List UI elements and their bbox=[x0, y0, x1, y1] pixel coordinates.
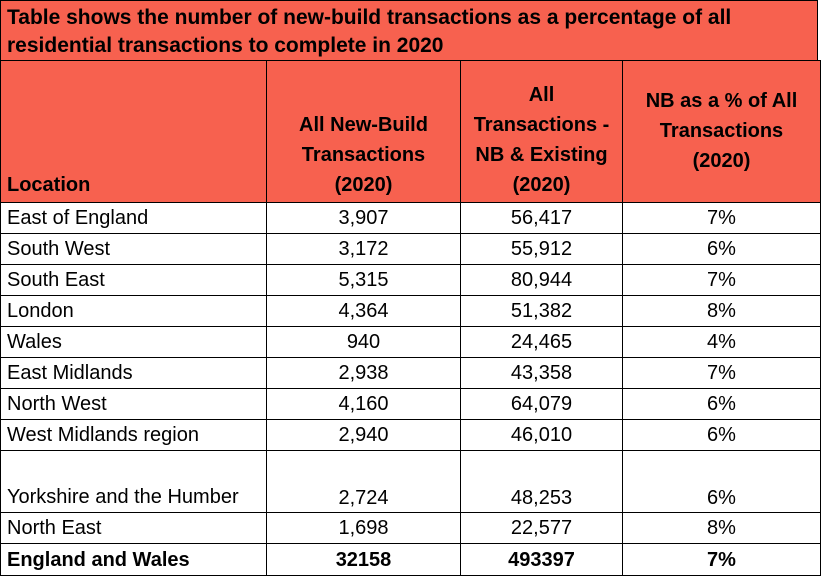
cell-nb-percent: 7% bbox=[622, 202, 821, 234]
cell-location: West Midlands region bbox=[0, 419, 267, 451]
table-row: Wales 940 24,465 4% bbox=[0, 326, 821, 358]
header-row: Location All New-Build Transactions (202… bbox=[0, 60, 821, 203]
cell-new-build: 1,698 bbox=[266, 512, 461, 544]
table-body: East of England 3,907 56,417 7% South West 3,… bbox=[0, 202, 821, 576]
cell-new-build: 2,940 bbox=[266, 419, 461, 451]
cell-nb-percent: 8% bbox=[622, 512, 821, 544]
cell-nb-percent: 6% bbox=[622, 419, 821, 451]
table-title: Table shows the number of new-build tran… bbox=[0, 0, 818, 60]
cell-nb-percent: 6% bbox=[622, 233, 821, 265]
cell-location: East of England bbox=[0, 202, 267, 234]
cell-location: South East bbox=[0, 264, 267, 296]
cell-all-transactions: 56,417 bbox=[460, 202, 623, 234]
cell-new-build: 2,938 bbox=[266, 357, 461, 389]
table-row: East Midlands 2,938 43,358 7% bbox=[0, 357, 821, 389]
table-row: East of England 3,907 56,417 7% bbox=[0, 202, 821, 234]
table-row: Yorkshire and the Humber 2,724 48,253 6% bbox=[0, 450, 821, 513]
cell-new-build: 3,172 bbox=[266, 233, 461, 265]
cell-nb-percent: 7% bbox=[622, 543, 821, 576]
cell-nb-percent: 7% bbox=[622, 264, 821, 296]
cell-location: England and Wales bbox=[0, 543, 267, 576]
cell-new-build: 32158 bbox=[266, 543, 461, 576]
table-row: South West 3,172 55,912 6% bbox=[0, 233, 821, 265]
header-location: Location bbox=[0, 60, 267, 203]
cell-all-transactions: 80,944 bbox=[460, 264, 623, 296]
cell-all-transactions: 24,465 bbox=[460, 326, 623, 358]
total-row: England and Wales 32158 493397 7% bbox=[0, 543, 821, 576]
header-nb-percent: NB as a % of All Transactions (2020) bbox=[622, 60, 821, 203]
cell-all-transactions: 51,382 bbox=[460, 295, 623, 327]
header-all-transactions: All Transactions - NB & Existing (2020) bbox=[460, 60, 623, 203]
cell-all-transactions: 48,253 bbox=[460, 450, 623, 513]
table-row: North East 1,698 22,577 8% bbox=[0, 512, 821, 544]
cell-all-transactions: 46,010 bbox=[460, 419, 623, 451]
cell-location: South West bbox=[0, 233, 267, 265]
transactions-table: Location All New-Build Transactions (202… bbox=[0, 60, 821, 576]
cell-location: Wales bbox=[0, 326, 267, 358]
table-row: London 4,364 51,382 8% bbox=[0, 295, 821, 327]
cell-nb-percent: 6% bbox=[622, 388, 821, 420]
cell-location: North East bbox=[0, 512, 267, 544]
cell-all-transactions: 22,577 bbox=[460, 512, 623, 544]
cell-all-transactions: 55,912 bbox=[460, 233, 623, 265]
cell-nb-percent: 7% bbox=[622, 357, 821, 389]
cell-new-build: 4,160 bbox=[266, 388, 461, 420]
table-row: North West 4,160 64,079 6% bbox=[0, 388, 821, 420]
cell-nb-percent: 4% bbox=[622, 326, 821, 358]
cell-location: North West bbox=[0, 388, 267, 420]
cell-all-transactions: 493397 bbox=[460, 543, 623, 576]
cell-nb-percent: 8% bbox=[622, 295, 821, 327]
cell-new-build: 4,364 bbox=[266, 295, 461, 327]
cell-location: Yorkshire and the Humber bbox=[0, 450, 267, 513]
table-row: West Midlands region 2,940 46,010 6% bbox=[0, 419, 821, 451]
header-new-build: All New-Build Transactions (2020) bbox=[266, 60, 461, 203]
cell-new-build: 940 bbox=[266, 326, 461, 358]
cell-all-transactions: 43,358 bbox=[460, 357, 623, 389]
cell-all-transactions: 64,079 bbox=[460, 388, 623, 420]
cell-location: London bbox=[0, 295, 267, 327]
cell-new-build: 2,724 bbox=[266, 450, 461, 513]
cell-nb-percent: 6% bbox=[622, 450, 821, 513]
cell-location: East Midlands bbox=[0, 357, 267, 389]
cell-new-build: 5,315 bbox=[266, 264, 461, 296]
table-row: South East 5,315 80,944 7% bbox=[0, 264, 821, 296]
cell-new-build: 3,907 bbox=[266, 202, 461, 234]
